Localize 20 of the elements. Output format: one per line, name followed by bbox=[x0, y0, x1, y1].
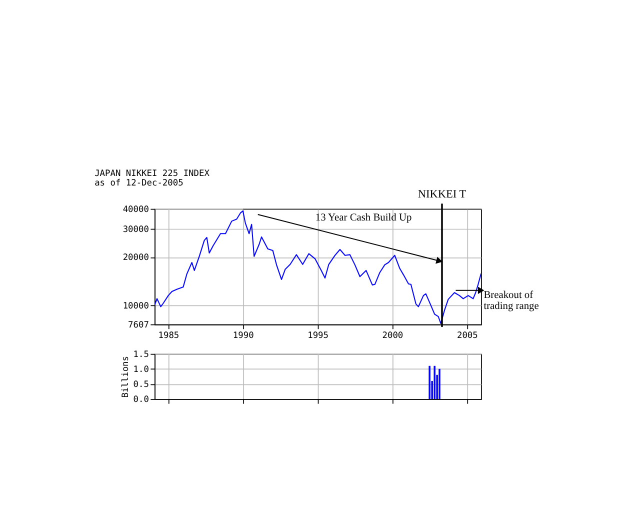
y-tick-label: 1.0 bbox=[133, 364, 149, 375]
x-tick-label: 1995 bbox=[308, 330, 328, 341]
x-tick-label: 2000 bbox=[382, 330, 404, 341]
ref-line-label: NIKKEI T bbox=[418, 188, 466, 201]
chart-subtitle: as of 12-Dec-2005 bbox=[94, 178, 184, 188]
x-tick-label: 1990 bbox=[232, 330, 254, 341]
y-tick-label: 40000 bbox=[122, 204, 149, 215]
chart-title: JAPAN NIKKEI 225 INDEX bbox=[94, 168, 210, 179]
y-tick-label: 1.5 bbox=[133, 350, 149, 360]
annotation: 13 Year Cash Build Up bbox=[315, 212, 412, 224]
y-tick-label: 0.0 bbox=[133, 395, 149, 406]
x-tick-label: 2005 bbox=[456, 330, 478, 341]
text: Breakout of trading range bbox=[484, 290, 540, 312]
y-tick-label: 30000 bbox=[122, 224, 149, 235]
x-tick-label: 1985 bbox=[158, 330, 180, 341]
y-tick-label: 10000 bbox=[122, 301, 149, 312]
y-axis-title: Billions bbox=[121, 356, 132, 398]
y-tick-label: 7607 bbox=[128, 320, 149, 330]
y-tick-label: 0.5 bbox=[133, 380, 149, 390]
y-tick-label: 20000 bbox=[122, 253, 149, 264]
